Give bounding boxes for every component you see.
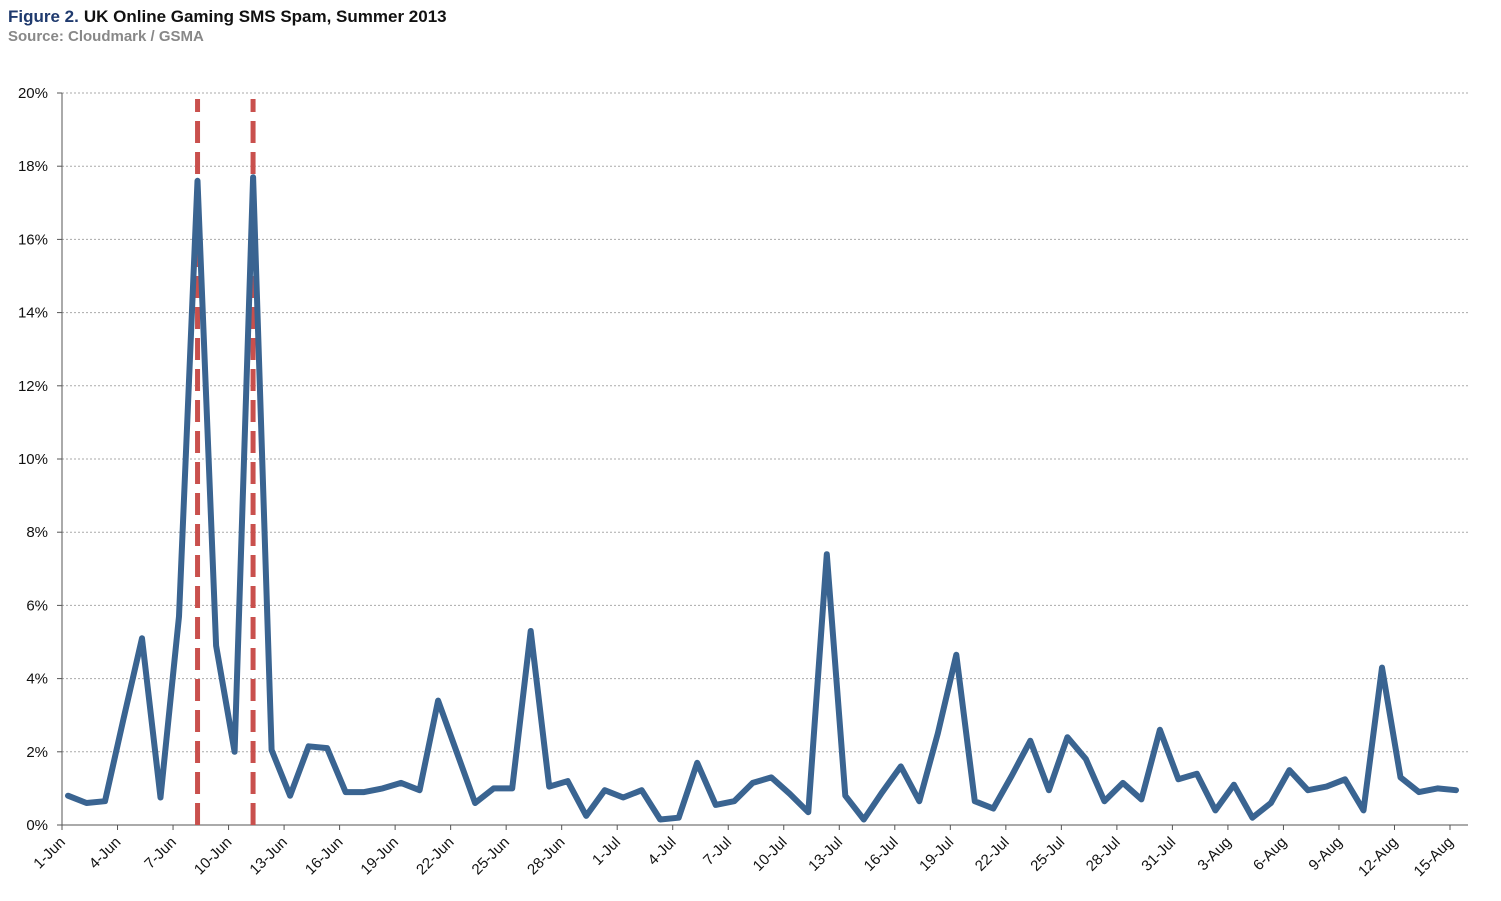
x-tick-label: 10-Jun bbox=[191, 834, 235, 878]
x-tick-label: 10-Jul bbox=[750, 834, 791, 875]
x-tick-label: 22-Jun bbox=[413, 834, 457, 878]
y-tick-label: 12% bbox=[18, 378, 48, 395]
x-tick-label: 28-Jun bbox=[524, 834, 568, 878]
y-tick-label: 8% bbox=[26, 524, 48, 541]
x-tick-label: 19-Jun bbox=[357, 834, 401, 878]
chart-subtitle: Source: Cloudmark / GSMA bbox=[8, 28, 204, 45]
x-tick-label: 12-Aug bbox=[1355, 834, 1401, 880]
x-tick-label: 3-Aug bbox=[1194, 834, 1234, 874]
x-tick-label: 7-Jul bbox=[700, 834, 735, 869]
x-tick-label: 16-Jun bbox=[302, 834, 346, 878]
y-tick-label: 0% bbox=[26, 817, 48, 834]
chart-title: UK Online Gaming SMS Spam, Summer 2013 bbox=[84, 7, 447, 26]
y-tick-label: 20% bbox=[18, 85, 48, 102]
x-tick-label: 28-Jul bbox=[1083, 834, 1124, 875]
x-tick-label: 9-Aug bbox=[1305, 834, 1345, 874]
x-tick-label: 25-Jun bbox=[469, 834, 513, 878]
y-tick-label: 14% bbox=[18, 305, 48, 322]
x-tick-label: 4-Jun bbox=[86, 834, 125, 873]
x-tick-label: 6-Aug bbox=[1250, 834, 1290, 874]
y-tick-label: 6% bbox=[26, 597, 48, 614]
y-tick-label: 16% bbox=[18, 231, 48, 248]
chart-heading: Figure 2. UK Online Gaming SMS Spam, Summ… bbox=[8, 7, 447, 26]
x-tick-label: 31-Jul bbox=[1138, 834, 1179, 875]
x-tick-label: 1-Jun bbox=[30, 834, 69, 873]
x-tick-label: 1-Jul bbox=[589, 834, 624, 869]
x-tick-label: 4-Jul bbox=[645, 834, 680, 869]
x-tick-label: 13-Jun bbox=[246, 834, 290, 878]
data-line bbox=[65, 174, 1459, 823]
x-tick-label: 13-Jul bbox=[805, 834, 846, 875]
y-tick-label: 10% bbox=[18, 451, 48, 468]
y-tick-label: 2% bbox=[26, 744, 48, 761]
y-tick-label: 18% bbox=[18, 158, 48, 175]
x-tick-label: 7-Jun bbox=[141, 834, 180, 873]
x-tick-label: 22-Jul bbox=[972, 834, 1013, 875]
x-tick-label: 15-Aug bbox=[1411, 834, 1457, 880]
y-tick-label: 4% bbox=[26, 671, 48, 688]
figure-label: Figure 2. bbox=[8, 7, 79, 26]
x-tick-label: 25-Jul bbox=[1027, 834, 1068, 875]
x-tick-label: 16-Jul bbox=[861, 834, 902, 875]
x-tick-label: 19-Jul bbox=[916, 834, 957, 875]
